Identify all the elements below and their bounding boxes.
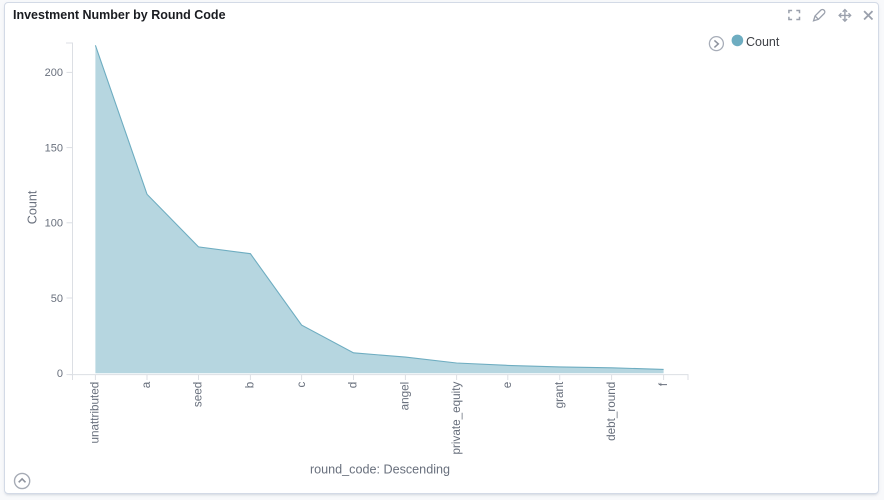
svg-text:debt_round: debt_round (605, 382, 618, 441)
svg-text:0: 0 (57, 368, 63, 380)
svg-text:seed: seed (192, 382, 205, 407)
svg-text:angel: angel (399, 382, 412, 411)
svg-text:private_equity: private_equity (450, 382, 463, 455)
svg-text:a: a (140, 381, 153, 388)
svg-text:200: 200 (45, 67, 63, 79)
svg-text:round_code: Descending: round_code: Descending (310, 462, 450, 476)
svg-text:b: b (244, 381, 257, 388)
svg-text:Count: Count (25, 190, 39, 224)
svg-text:grant: grant (553, 381, 566, 408)
svg-text:e: e (501, 382, 514, 389)
svg-text:100: 100 (45, 218, 63, 230)
svg-text:50: 50 (51, 293, 63, 305)
svg-text:f: f (657, 382, 670, 386)
svg-text:150: 150 (45, 142, 63, 154)
svg-text:c: c (295, 382, 308, 388)
svg-text:d: d (347, 382, 360, 389)
svg-text:unattributed: unattributed (89, 382, 102, 444)
